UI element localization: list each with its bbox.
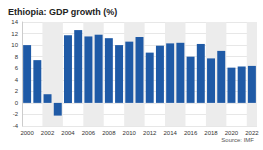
svg-text:2018: 2018 (204, 130, 218, 136)
svg-text:2012: 2012 (143, 130, 157, 136)
svg-text:2022: 2022 (245, 130, 259, 136)
svg-text:12: 12 (11, 31, 18, 37)
svg-text:2014: 2014 (163, 130, 177, 136)
svg-text:-4: -4 (13, 123, 19, 129)
svg-text:Source: IMF: Source: IMF (221, 137, 254, 143)
svg-text:2002: 2002 (41, 130, 55, 136)
svg-text:8: 8 (15, 54, 19, 60)
svg-text:2006: 2006 (82, 130, 96, 136)
svg-text:2008: 2008 (102, 130, 116, 136)
svg-text:2004: 2004 (61, 130, 75, 136)
svg-text:Ethiopia: GDP growth (%): Ethiopia: GDP growth (%) (8, 7, 117, 17)
svg-text:2010: 2010 (123, 130, 137, 136)
svg-text:14: 14 (11, 19, 18, 25)
svg-text:2000: 2000 (20, 130, 34, 136)
svg-text:4: 4 (15, 77, 19, 83)
svg-text:2: 2 (15, 88, 19, 94)
svg-text:10: 10 (11, 42, 18, 48)
svg-text:-2: -2 (13, 111, 19, 117)
svg-text:0: 0 (15, 100, 19, 106)
svg-text:2016: 2016 (184, 130, 198, 136)
svg-text:6: 6 (15, 65, 19, 71)
svg-text:2020: 2020 (225, 130, 239, 136)
